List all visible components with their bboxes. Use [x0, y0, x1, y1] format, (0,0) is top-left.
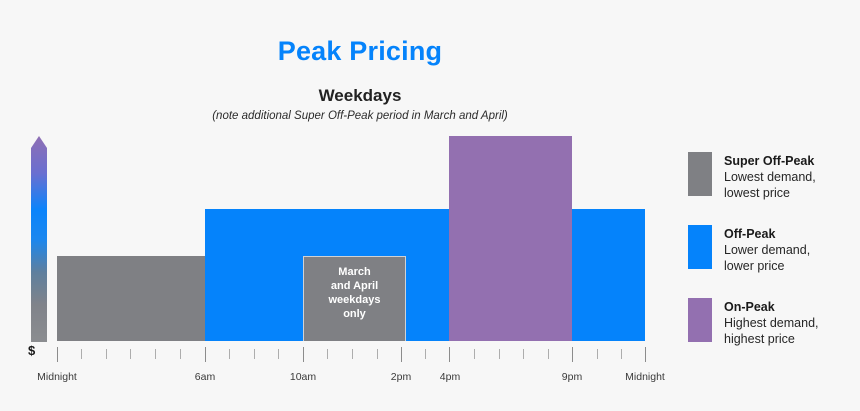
x-axis-label-6am: 6am — [194, 371, 216, 383]
x-tick-minor-5pm — [474, 349, 475, 359]
chart-subtitle: Weekdays — [318, 86, 402, 105]
march-april-callout: March and April weekdays only — [303, 256, 406, 341]
legend-desc-on-peak-line-2: highest price — [724, 332, 795, 346]
legend-desc-super-off-peak-line-1: Lowest demand, — [724, 170, 816, 184]
x-tick-minor-8pm — [548, 349, 549, 359]
x-tick-major-2pm — [401, 347, 402, 362]
x-tick-minor-1am — [81, 349, 82, 359]
x-tick-minor-1pm — [377, 349, 378, 359]
callout-line-1: March — [338, 266, 371, 278]
callout-line-4: only — [343, 308, 366, 320]
price-axis-label: $ — [28, 343, 36, 358]
legend-desc-off-peak-line-1: Lower demand, — [724, 243, 811, 257]
x-tick-minor-4am — [155, 349, 156, 359]
legend-label-on-peak: On-Peak — [724, 300, 775, 314]
legend-swatch-super-off-peak — [688, 152, 712, 196]
x-tick-minor-11am — [327, 349, 328, 359]
x-tick-major-midnight — [57, 347, 58, 362]
x-tick-major-4pm — [449, 347, 450, 362]
price-axis-arrow-icon — [31, 136, 47, 342]
x-tick-minor-8am — [254, 349, 255, 359]
x-tick-minor-10pm — [597, 349, 598, 359]
legend-item-super-off-peak: Super Off-Peak Lowest demand, lowest pri… — [688, 152, 858, 201]
x-tick-major-9pm — [572, 347, 573, 362]
bar-super-off-peak-midnight-6am — [57, 256, 205, 341]
x-tick-minor-7am — [229, 349, 230, 359]
legend-swatch-on-peak — [688, 298, 712, 342]
x-tick-minor-9am — [278, 349, 279, 359]
x-tick-major-midnight-end — [645, 347, 646, 362]
callout-line-2: and April — [330, 280, 379, 292]
x-tick-major-6am — [205, 347, 206, 362]
bar-off-peak-9pm-midnight — [572, 209, 645, 341]
x-tick-minor-11pm — [621, 349, 622, 359]
x-tick-major-10am — [303, 347, 304, 362]
callout-line-3: weekdays — [328, 294, 381, 306]
legend-item-on-peak: On-Peak Highest demand, highest price — [688, 298, 858, 347]
legend-desc-off-peak-line-2: lower price — [724, 259, 785, 273]
legend-desc-on-peak-line-1: Highest demand, — [724, 316, 819, 330]
x-axis-label-9pm: 9pm — [561, 371, 583, 383]
x-axis-label-10am: 10am — [289, 371, 317, 383]
x-tick-minor-12pm — [352, 349, 353, 359]
x-axis-label-4pm: 4pm — [439, 371, 461, 383]
legend-label-off-peak: Off-Peak — [724, 227, 776, 241]
x-tick-minor-2am — [106, 349, 107, 359]
legend-desc-super-off-peak-line-2: lowest price — [724, 186, 790, 200]
x-tick-minor-6pm — [499, 349, 500, 359]
chart-legend: Super Off-Peak Lowest demand, lowest pri… — [688, 152, 858, 371]
legend-swatch-off-peak — [688, 225, 712, 269]
x-axis-label-midnight-start: Midnight — [37, 371, 77, 383]
legend-label-super-off-peak: Super Off-Peak — [724, 154, 815, 168]
legend-item-off-peak: Off-Peak Lower demand, lower price — [688, 225, 858, 274]
x-axis-label-midnight-end: Midnight — [625, 371, 665, 383]
page-title: Peak Pricing — [277, 36, 443, 66]
bar-on-peak-4pm-9pm — [449, 136, 572, 341]
chart-note: (note additional Super Off-Peak period i… — [212, 110, 508, 122]
x-tick-minor-5am — [180, 349, 181, 359]
x-tick-minor-3pm — [425, 349, 426, 359]
x-axis-label-2pm: 2pm — [390, 371, 412, 383]
chart-plot-area: $ March and April weekdays only — [28, 136, 665, 383]
x-tick-minor-7pm — [523, 349, 524, 359]
x-tick-minor-3am — [130, 349, 131, 359]
